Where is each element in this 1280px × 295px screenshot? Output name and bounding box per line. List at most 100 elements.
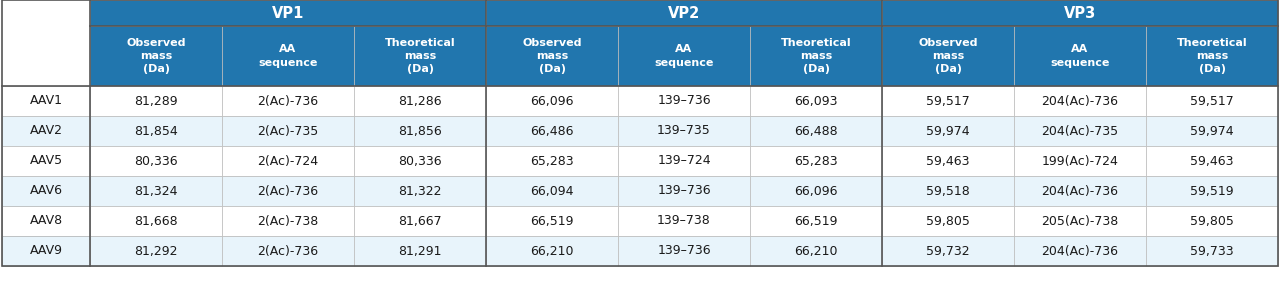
Text: 80,336: 80,336: [134, 155, 178, 168]
Bar: [618, 146, 750, 176]
Text: 81,286: 81,286: [398, 94, 442, 107]
Bar: [750, 26, 882, 86]
Bar: [882, 0, 1277, 26]
Bar: [221, 26, 355, 86]
Text: 81,322: 81,322: [398, 184, 442, 197]
Bar: [486, 176, 618, 206]
Text: 59,463: 59,463: [927, 155, 970, 168]
Text: 66,488: 66,488: [794, 124, 838, 137]
Bar: [618, 116, 750, 146]
Text: 59,805: 59,805: [925, 214, 970, 227]
Bar: [882, 236, 1014, 266]
Text: AA
sequence: AA sequence: [1051, 45, 1110, 68]
Text: 2(Ac)-738: 2(Ac)-738: [257, 214, 319, 227]
Text: 139–736: 139–736: [657, 184, 710, 197]
Bar: [90, 86, 221, 116]
Bar: [750, 176, 882, 206]
Text: VP1: VP1: [271, 6, 305, 20]
Bar: [750, 236, 882, 266]
Bar: [3, 206, 90, 236]
Bar: [882, 86, 1014, 116]
Text: 139–724: 139–724: [657, 155, 710, 168]
Bar: [1014, 116, 1146, 146]
Text: 2(Ac)-724: 2(Ac)-724: [257, 155, 319, 168]
Bar: [3, 146, 90, 176]
Bar: [3, 180, 90, 266]
Bar: [486, 86, 618, 116]
Text: 66,210: 66,210: [795, 245, 837, 258]
Bar: [1014, 206, 1146, 236]
Bar: [221, 176, 355, 206]
Text: 80,336: 80,336: [398, 155, 442, 168]
Bar: [750, 116, 882, 146]
Bar: [221, 86, 355, 116]
Text: 81,854: 81,854: [134, 124, 178, 137]
Bar: [355, 116, 486, 146]
Text: Theoretical
mass
(Da): Theoretical mass (Da): [385, 38, 456, 74]
Text: AA
sequence: AA sequence: [654, 45, 714, 68]
Bar: [3, 176, 90, 206]
Text: 81,667: 81,667: [398, 214, 442, 227]
Bar: [90, 26, 221, 86]
Bar: [1146, 26, 1277, 86]
Text: Observed
mass
(Da): Observed mass (Da): [918, 38, 978, 74]
Text: 139–736: 139–736: [657, 245, 710, 258]
Bar: [882, 116, 1014, 146]
Text: 81,856: 81,856: [398, 124, 442, 137]
Bar: [1014, 236, 1146, 266]
Text: 204(Ac)-736: 204(Ac)-736: [1042, 184, 1119, 197]
Bar: [486, 116, 618, 146]
Bar: [750, 86, 882, 116]
Text: 139–736: 139–736: [657, 94, 710, 107]
Text: 66,210: 66,210: [530, 245, 573, 258]
Text: Theoretical
mass
(Da): Theoretical mass (Da): [1176, 38, 1247, 74]
Text: 59,733: 59,733: [1190, 245, 1234, 258]
Bar: [1146, 236, 1277, 266]
Text: 59,463: 59,463: [1190, 155, 1234, 168]
Bar: [882, 146, 1014, 176]
Bar: [486, 146, 618, 176]
Bar: [486, 236, 618, 266]
Text: AAV2: AAV2: [29, 124, 63, 137]
Bar: [90, 236, 221, 266]
Text: 66,519: 66,519: [795, 214, 837, 227]
Text: 59,805: 59,805: [1190, 214, 1234, 227]
Bar: [486, 206, 618, 236]
Text: Observed
mass
(Da): Observed mass (Da): [127, 38, 186, 74]
Text: AAV9: AAV9: [29, 245, 63, 258]
Text: 204(Ac)-736: 204(Ac)-736: [1042, 245, 1119, 258]
Text: 204(Ac)-736: 204(Ac)-736: [1042, 94, 1119, 107]
Bar: [1146, 176, 1277, 206]
Text: 204(Ac)-735: 204(Ac)-735: [1042, 124, 1119, 137]
Bar: [750, 206, 882, 236]
Bar: [90, 116, 221, 146]
Text: 139–735: 139–735: [657, 124, 710, 137]
Text: AAV1: AAV1: [29, 94, 63, 107]
Text: 205(Ac)-738: 205(Ac)-738: [1042, 214, 1119, 227]
Text: 199(Ac)-724: 199(Ac)-724: [1042, 155, 1119, 168]
Text: AA
sequence: AA sequence: [259, 45, 317, 68]
Bar: [882, 26, 1014, 86]
Bar: [486, 26, 618, 86]
Text: 139–738: 139–738: [657, 214, 710, 227]
Bar: [618, 26, 750, 86]
Bar: [618, 236, 750, 266]
Bar: [221, 236, 355, 266]
Text: 2(Ac)-736: 2(Ac)-736: [257, 94, 319, 107]
Text: 65,283: 65,283: [794, 155, 838, 168]
Bar: [1014, 86, 1146, 116]
Bar: [221, 116, 355, 146]
Text: 66,519: 66,519: [530, 214, 573, 227]
Bar: [355, 236, 486, 266]
Bar: [355, 176, 486, 206]
Bar: [90, 176, 221, 206]
Text: 81,668: 81,668: [134, 214, 178, 227]
Bar: [1014, 176, 1146, 206]
Bar: [618, 176, 750, 206]
Bar: [90, 0, 486, 26]
Text: Observed
mass
(Da): Observed mass (Da): [522, 38, 581, 74]
Bar: [90, 146, 221, 176]
Bar: [1146, 146, 1277, 176]
Text: 59,974: 59,974: [1190, 124, 1234, 137]
Text: Theoretical
mass
(Da): Theoretical mass (Da): [781, 38, 851, 74]
